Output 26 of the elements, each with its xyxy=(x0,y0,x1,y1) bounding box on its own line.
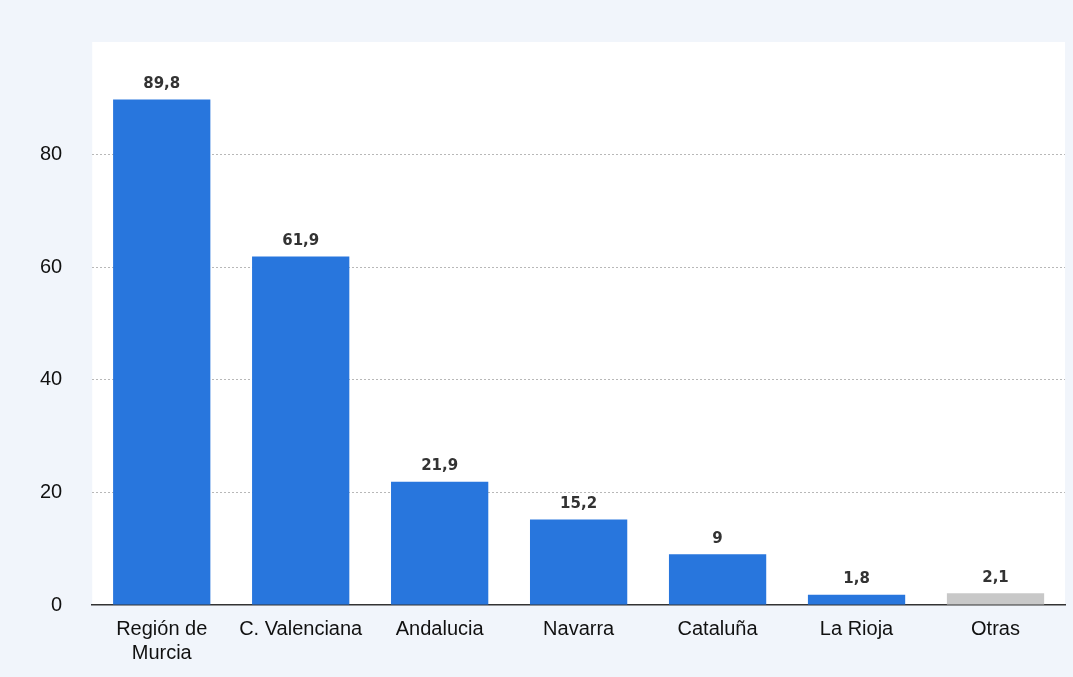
y-tick-label: 0 xyxy=(51,592,63,615)
data-label: 89,8 xyxy=(143,73,181,92)
bar xyxy=(946,593,1045,605)
x-tick-label: C. Valenciana xyxy=(239,616,364,639)
x-tick-label: Andalucia xyxy=(395,616,485,639)
x-tick-label: Región de Murcia xyxy=(116,616,208,663)
data-label: 21,9 xyxy=(421,456,459,475)
y-tick-label: 20 xyxy=(40,479,63,502)
x-tick-label: Navarra xyxy=(543,616,616,639)
data-label: 9 xyxy=(712,528,723,547)
y-tick-label: 40 xyxy=(40,367,63,390)
data-label: 61,9 xyxy=(282,230,320,249)
bar xyxy=(807,594,906,605)
data-label: 2,1 xyxy=(982,567,1009,586)
x-tick-label: Cataluña xyxy=(677,616,759,639)
bar xyxy=(668,554,767,605)
bar xyxy=(391,481,489,605)
bar xyxy=(252,256,350,605)
bar xyxy=(113,99,211,605)
bar xyxy=(529,519,628,605)
data-label: 1,8 xyxy=(843,569,870,588)
data-label: 15,2 xyxy=(560,493,598,512)
x-tick-label: Otras xyxy=(971,616,1020,639)
x-tick-label: La Rioja xyxy=(819,616,895,639)
y-tick-label: 80 xyxy=(40,142,63,165)
y-tick-label: 60 xyxy=(40,254,63,277)
